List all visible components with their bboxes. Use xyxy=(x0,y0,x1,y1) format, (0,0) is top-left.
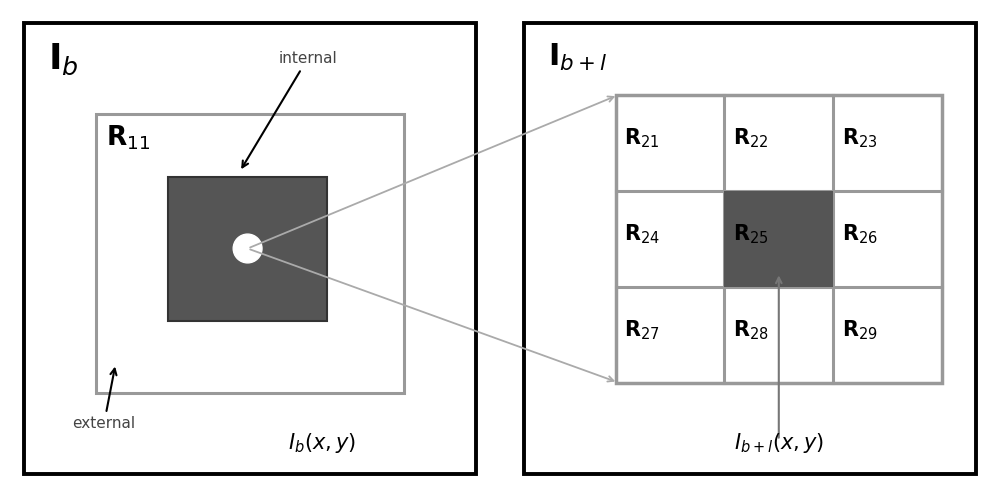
Text: $\mathbf{R}_{24}$: $\mathbf{R}_{24}$ xyxy=(624,222,660,246)
Text: $\mathbf{R}_{27}$: $\mathbf{R}_{27}$ xyxy=(624,318,660,342)
Text: external: external xyxy=(72,369,136,431)
Text: $\mathbf{R}_{23}$: $\mathbf{R}_{23}$ xyxy=(842,126,878,150)
Text: $\mathbf{R}_{29}$: $\mathbf{R}_{29}$ xyxy=(842,318,877,342)
Text: $\mathbf{R}_{11}$: $\mathbf{R}_{11}$ xyxy=(106,124,150,152)
Text: $\mathbf{I}_{b}$: $\mathbf{I}_{b}$ xyxy=(48,42,79,78)
Text: $I_b(x,y)$: $I_b(x,y)$ xyxy=(288,431,356,455)
Bar xyxy=(168,176,327,321)
Text: $\mathbf{R}_{21}$: $\mathbf{R}_{21}$ xyxy=(624,126,660,150)
Text: $\mathbf{R}_{22}$: $\mathbf{R}_{22}$ xyxy=(733,126,769,150)
Circle shape xyxy=(233,234,262,263)
Bar xyxy=(96,114,404,393)
Text: $\mathbf{R}_{25}$: $\mathbf{R}_{25}$ xyxy=(733,222,769,246)
Text: $\mathbf{I}_{b+l}$: $\mathbf{I}_{b+l}$ xyxy=(548,42,608,73)
Text: $I_{b+l}(x,y)$: $I_{b+l}(x,y)$ xyxy=(734,431,824,455)
Text: $\mathbf{R}_{28}$: $\mathbf{R}_{28}$ xyxy=(733,318,769,342)
Bar xyxy=(724,191,833,287)
Text: internal: internal xyxy=(242,51,337,167)
Text: $\mathbf{R}_{26}$: $\mathbf{R}_{26}$ xyxy=(842,222,878,246)
Bar xyxy=(616,95,942,383)
